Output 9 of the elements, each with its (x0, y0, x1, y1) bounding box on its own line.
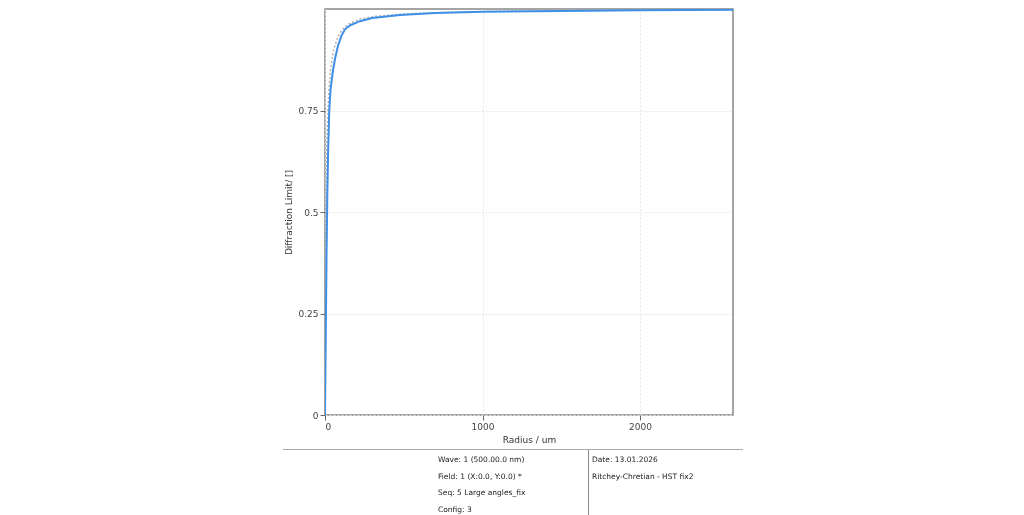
x-tick-label: 2000 (629, 421, 653, 432)
y-tick-label: 0.5 (304, 207, 319, 218)
y-tick-label: 0.75 (298, 106, 319, 116)
y-tick-label: 0.25 (298, 309, 319, 319)
y-tick-label: 0 (312, 410, 319, 421)
x-tick-label: 1000 (471, 421, 495, 432)
x-tick-label: 0 (325, 421, 332, 432)
y-axis-title: Diffraction Limit/ [] (284, 169, 295, 256)
x-axis-title: Radius / um (502, 434, 557, 445)
